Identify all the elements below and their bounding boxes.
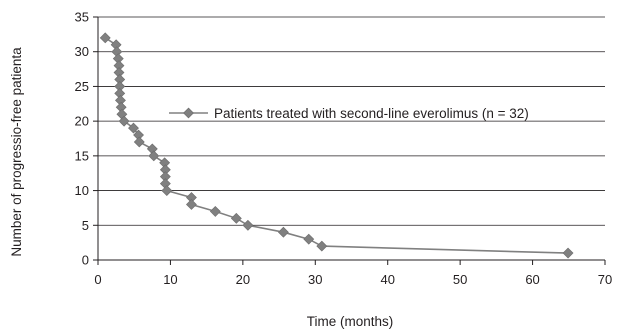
legend-marker-swatch <box>183 107 194 119</box>
horizontal-gridlines <box>98 16 605 226</box>
x-tick-label-30: 30 <box>308 272 322 287</box>
data-point-24 <box>186 199 197 210</box>
legend: Patients treated with second-line everol… <box>169 106 529 121</box>
y-tick-label-20: 20 <box>75 114 89 129</box>
y-tick-label-10: 10 <box>75 183 89 198</box>
data-point-25 <box>209 205 221 217</box>
x-tick-label-50: 50 <box>453 272 467 287</box>
y-tick-label-35: 35 <box>75 10 89 25</box>
x-tick-label-0: 0 <box>94 272 101 287</box>
data-point-12 <box>118 115 130 127</box>
y-axis-tick-labels: 0 5 10 15 20 25 30 35 <box>75 10 89 268</box>
series-group <box>99 32 574 259</box>
x-axis-title: Time (months) <box>307 314 394 329</box>
data-point-15 <box>133 136 145 148</box>
data-point-30 <box>316 240 328 252</box>
y-tick-label-5: 5 <box>82 218 89 233</box>
data-point-13 <box>128 122 139 134</box>
y-axis-title: Number of progressio-free patienta <box>9 47 24 257</box>
x-tick-label-40: 40 <box>380 272 394 287</box>
y-tick-label-15: 15 <box>75 148 89 163</box>
data-point-22 <box>161 185 173 196</box>
x-axis-tick-labels: 0 10 20 30 40 50 60 70 <box>94 272 612 287</box>
data-point-28 <box>277 226 289 238</box>
x-tick-label-10: 10 <box>163 272 177 287</box>
series-line-0 <box>104 37 569 254</box>
data-point-26 <box>230 212 242 224</box>
data-point-17 <box>148 150 160 162</box>
x-tick-label-20: 20 <box>236 272 250 287</box>
data-point-29 <box>303 233 315 245</box>
legend-label: Patients treated with second-line everol… <box>214 106 529 121</box>
x-tick-label-60: 60 <box>525 272 539 287</box>
data-point-27 <box>242 219 254 231</box>
data-point-31 <box>562 247 574 259</box>
y-tick-label-0: 0 <box>82 253 89 268</box>
y-tick-label-30: 30 <box>75 44 89 59</box>
chart-axes <box>93 16 606 265</box>
data-point-0 <box>99 32 111 44</box>
y-tick-label-25: 25 <box>75 79 89 94</box>
x-tick-label-70: 70 <box>598 272 612 287</box>
